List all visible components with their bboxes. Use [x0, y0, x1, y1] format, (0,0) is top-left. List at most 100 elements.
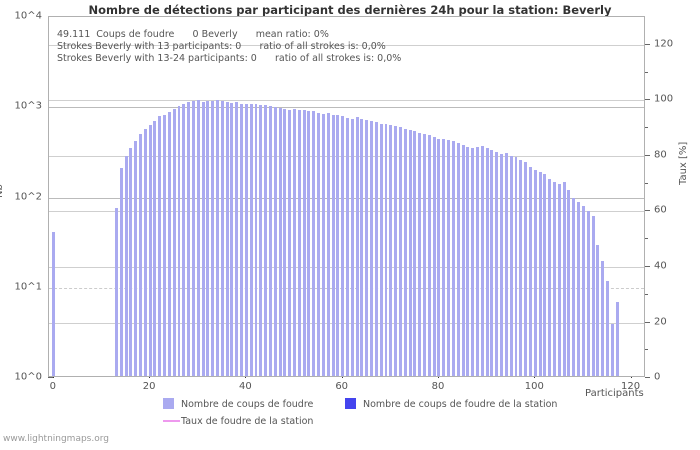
bar: [524, 161, 528, 376]
bar: [211, 101, 215, 376]
legend-line-marker: [163, 420, 180, 422]
gridline-secondary: [49, 100, 644, 102]
bar: [437, 138, 441, 376]
bar: [374, 122, 378, 376]
y2-tick-mark: [645, 210, 650, 212]
bar: [119, 167, 123, 376]
bar: [567, 190, 571, 376]
bar: [533, 170, 537, 376]
bar: [206, 100, 210, 376]
legend-label: Taux de foudre de la station: [181, 416, 314, 427]
gridline: [49, 107, 644, 109]
y2-axis-title: Taux [%]: [678, 141, 689, 185]
bar: [196, 100, 200, 376]
bar: [355, 117, 359, 376]
legend: Nombre de coups de foudre Nombre de coups…: [0, 395, 700, 427]
y2-tick-mark: [645, 43, 650, 45]
bar: [413, 131, 417, 376]
bar: [201, 101, 205, 376]
y-tick-label: 10^0: [14, 371, 42, 383]
bar: [52, 231, 56, 376]
y-tick-mark: [48, 377, 53, 378]
bar: [326, 113, 330, 376]
bar: [259, 104, 263, 376]
bar: [307, 110, 311, 376]
x-tick-label: 20: [142, 381, 156, 392]
y2-tick-label: 20: [654, 316, 667, 327]
bar: [124, 155, 128, 376]
bar: [398, 127, 402, 376]
legend-swatch: [345, 398, 356, 409]
annotation-line: Strokes Beverly with 13-24 participants:…: [57, 53, 402, 64]
plot-area: [48, 16, 645, 377]
bar: [572, 197, 576, 376]
bar: [182, 103, 186, 376]
bar: [302, 110, 306, 376]
bar: [418, 132, 422, 376]
bar: [143, 129, 147, 376]
bar: [249, 103, 253, 376]
bar: [158, 116, 162, 376]
bar: [615, 301, 619, 376]
bar: [509, 155, 513, 376]
y2-tick-minor: [645, 238, 648, 240]
bar: [538, 172, 542, 376]
bar: [297, 110, 301, 376]
bar: [528, 166, 532, 376]
y2-tick-label: 40: [654, 260, 667, 272]
bar: [442, 139, 446, 376]
bar: [278, 107, 282, 376]
y-tick-label: 10^4: [14, 10, 42, 22]
bar: [423, 133, 426, 376]
bar: [495, 151, 499, 376]
bar: [553, 181, 556, 376]
bar: [225, 102, 229, 376]
bar: [466, 147, 470, 376]
bar: [336, 114, 340, 376]
bar: [244, 103, 248, 376]
bar: [153, 121, 157, 376]
bar: [187, 101, 191, 376]
bar: [514, 157, 518, 376]
bar: [273, 106, 277, 376]
bar: [129, 147, 133, 376]
y2-tick-mark: [645, 377, 650, 378]
bar: [138, 134, 142, 376]
bar: [480, 146, 484, 376]
y-tick-label: 10^3: [14, 100, 42, 112]
y-tick-label: 10^1: [14, 281, 42, 293]
bar: [461, 145, 465, 376]
bar: [605, 280, 609, 376]
bar: [577, 201, 581, 376]
bar: [220, 101, 224, 376]
bar: [591, 216, 595, 376]
x-axis-title: Participants: [585, 388, 644, 399]
legend-label: Nombre de coups de foudre de la station: [363, 399, 558, 410]
bar: [331, 115, 335, 376]
y2-tick-mark: [645, 154, 650, 156]
bar: [476, 147, 479, 376]
bar: [230, 103, 234, 376]
annotation-line: Strokes Beverly with 13 participants: 0 …: [57, 41, 386, 52]
bar: [504, 153, 508, 376]
bar: [268, 106, 272, 376]
bar: [167, 112, 171, 376]
y2-tick-minor: [645, 182, 648, 184]
bar: [548, 179, 552, 376]
bar: [163, 114, 167, 376]
bar: [317, 113, 321, 376]
bar: [490, 149, 494, 376]
bar: [312, 111, 316, 376]
watermark: www.lightningmaps.org: [3, 434, 109, 444]
bar: [562, 181, 566, 376]
bar: [148, 124, 152, 376]
bar: [216, 100, 219, 376]
bar: [581, 206, 585, 376]
bar: [610, 323, 614, 376]
bar: [134, 141, 138, 376]
bar: [403, 128, 407, 376]
y2-tick-minor: [645, 349, 648, 351]
x-tick-label: 80: [431, 381, 445, 392]
bar: [427, 135, 431, 376]
